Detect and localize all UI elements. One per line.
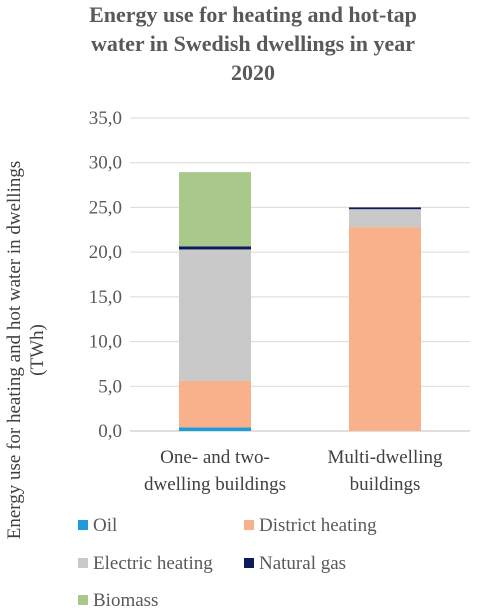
y-tick-label: 10,0 [89,332,122,353]
legend-label: Biomass [93,590,158,611]
legend-label: Natural gas [259,553,346,574]
bar-segment [349,209,421,228]
y-axis-label: Energy use for heating and hot water in … [4,161,48,540]
y-tick-label: 35,0 [89,108,122,129]
x-tick-labels: One- and two-dwelling buildings Multi-dwe… [144,447,443,495]
x-tick-label: Multi-dwelling [327,447,443,468]
legend-swatch [78,558,88,568]
y-tick-label: 20,0 [89,242,122,263]
legend-swatch [78,520,88,530]
bar-segment [179,172,251,247]
y-tick-label: 15,0 [89,287,122,308]
y-tick-label: 30,0 [89,153,122,174]
bar-segment [349,227,421,431]
bar-segment [179,246,251,250]
legend-swatch [244,520,254,530]
y-tick-label: 0,0 [98,421,122,442]
chart-title: Energy use for heating and hot-tap water… [89,2,417,85]
y-tick-labels: 0,0 5,0 10,0 15,0 20,0 25,0 30,0 35,0 [89,108,122,442]
bar-segment [349,207,421,210]
legend-swatch [78,595,88,605]
legend-label: District heating [259,515,377,536]
bar-segment [179,427,251,431]
bars [179,172,421,431]
y-tick-label: 5,0 [98,376,122,397]
y-axis-label-line-1: Energy use for heating and hot water in … [4,161,25,540]
chart-title-line-2: water in Swedish dwellings in year [91,31,415,56]
bar-segment [179,380,251,428]
legend-label: Electric heating [93,553,213,574]
legend-swatch [244,558,254,568]
legend-label: Oil [93,515,117,536]
bar-segment [179,249,251,381]
y-tick-label: 25,0 [89,197,122,218]
y-axis-label-line-2: (TWh) [27,324,48,376]
x-tick-label: buildings [350,474,421,495]
chart-title-line-3: 2020 [231,60,275,85]
chart-title-line-1: Energy use for heating and hot-tap [89,2,417,27]
legend: Oil District heating Electric heating Natur… [78,515,377,611]
x-tick-label: One- and two- [160,447,270,468]
x-tick-label: dwelling buildings [144,474,286,495]
